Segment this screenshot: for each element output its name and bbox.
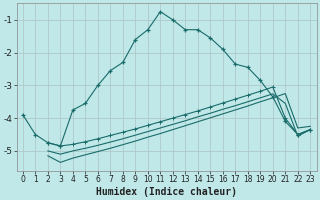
X-axis label: Humidex (Indice chaleur): Humidex (Indice chaleur) bbox=[96, 186, 237, 197]
